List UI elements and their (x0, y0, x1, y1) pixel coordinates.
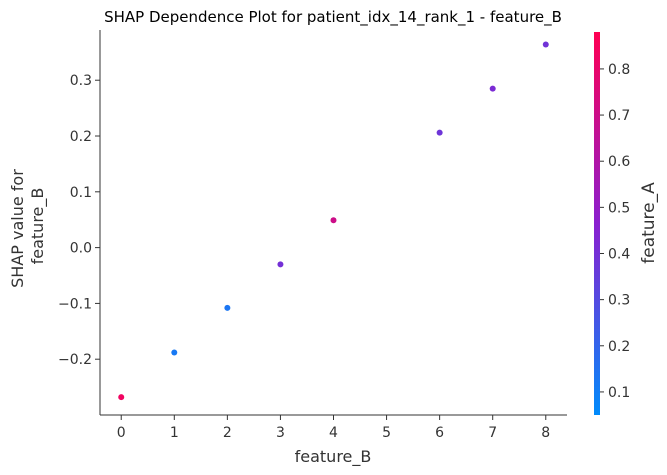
colorbar-tick-label: 0.4 (608, 246, 630, 262)
x-tick-label: 0 (117, 425, 126, 441)
colorbar-tick-label: 0.3 (608, 293, 630, 309)
colorbar-ticks: 0.1 0.2 0.3 0.4 0.5 0.6 0.7 0.8 (600, 62, 630, 401)
y-tick-label: −0.2 (58, 352, 92, 368)
x-tick-label: 8 (541, 425, 550, 441)
y-tick-label: 0.0 (70, 241, 92, 257)
scatter-point (436, 129, 443, 136)
y-axis: −0.2 −0.1 0.0 0.1 0.2 0.3 (58, 30, 101, 415)
x-tick-label: 4 (329, 425, 338, 441)
colorbar-tick-label: 0.6 (608, 154, 630, 170)
colorbar-label: feature_A (639, 182, 659, 264)
x-tick-label: 2 (223, 425, 232, 441)
colorbar-tick-label: 0.5 (608, 200, 630, 216)
y-axis-label-line-2: feature_B (28, 188, 48, 265)
y-tick-label: −0.1 (58, 296, 92, 312)
x-axis: 0 1 2 3 4 5 6 7 8 (100, 414, 567, 441)
x-tick-label: 5 (382, 425, 391, 441)
x-tick-label: 3 (276, 425, 285, 441)
scatter-point (224, 304, 231, 311)
colorbar (594, 32, 600, 415)
colorbar-tick-label: 0.8 (608, 62, 630, 78)
scatter-point (118, 394, 125, 401)
y-axis-label: SHAP value for feature_B (8, 164, 48, 288)
x-tick-label: 1 (170, 425, 179, 441)
y-axis-label-line-1: SHAP value for (8, 169, 27, 288)
chart-title: SHAP Dependence Plot for patient_idx_14_… (104, 8, 562, 27)
colorbar-tick-label: 0.1 (608, 385, 630, 401)
scatter-point (171, 349, 178, 356)
scatter-point (330, 217, 337, 224)
scatter-point (277, 261, 284, 268)
y-tick-label: 0.1 (70, 185, 92, 201)
colorbar-tick-label: 0.7 (608, 108, 630, 124)
scatter-point (489, 85, 496, 92)
scatter-point (542, 41, 549, 48)
scatter-points (118, 41, 549, 401)
x-tick-label: 6 (435, 425, 444, 441)
colorbar-tick-label: 0.2 (608, 339, 630, 355)
y-tick-label: 0.2 (70, 129, 92, 145)
y-tick-label: 0.3 (70, 73, 92, 89)
x-axis-label: feature_B (295, 447, 372, 467)
x-tick-label: 7 (488, 425, 497, 441)
